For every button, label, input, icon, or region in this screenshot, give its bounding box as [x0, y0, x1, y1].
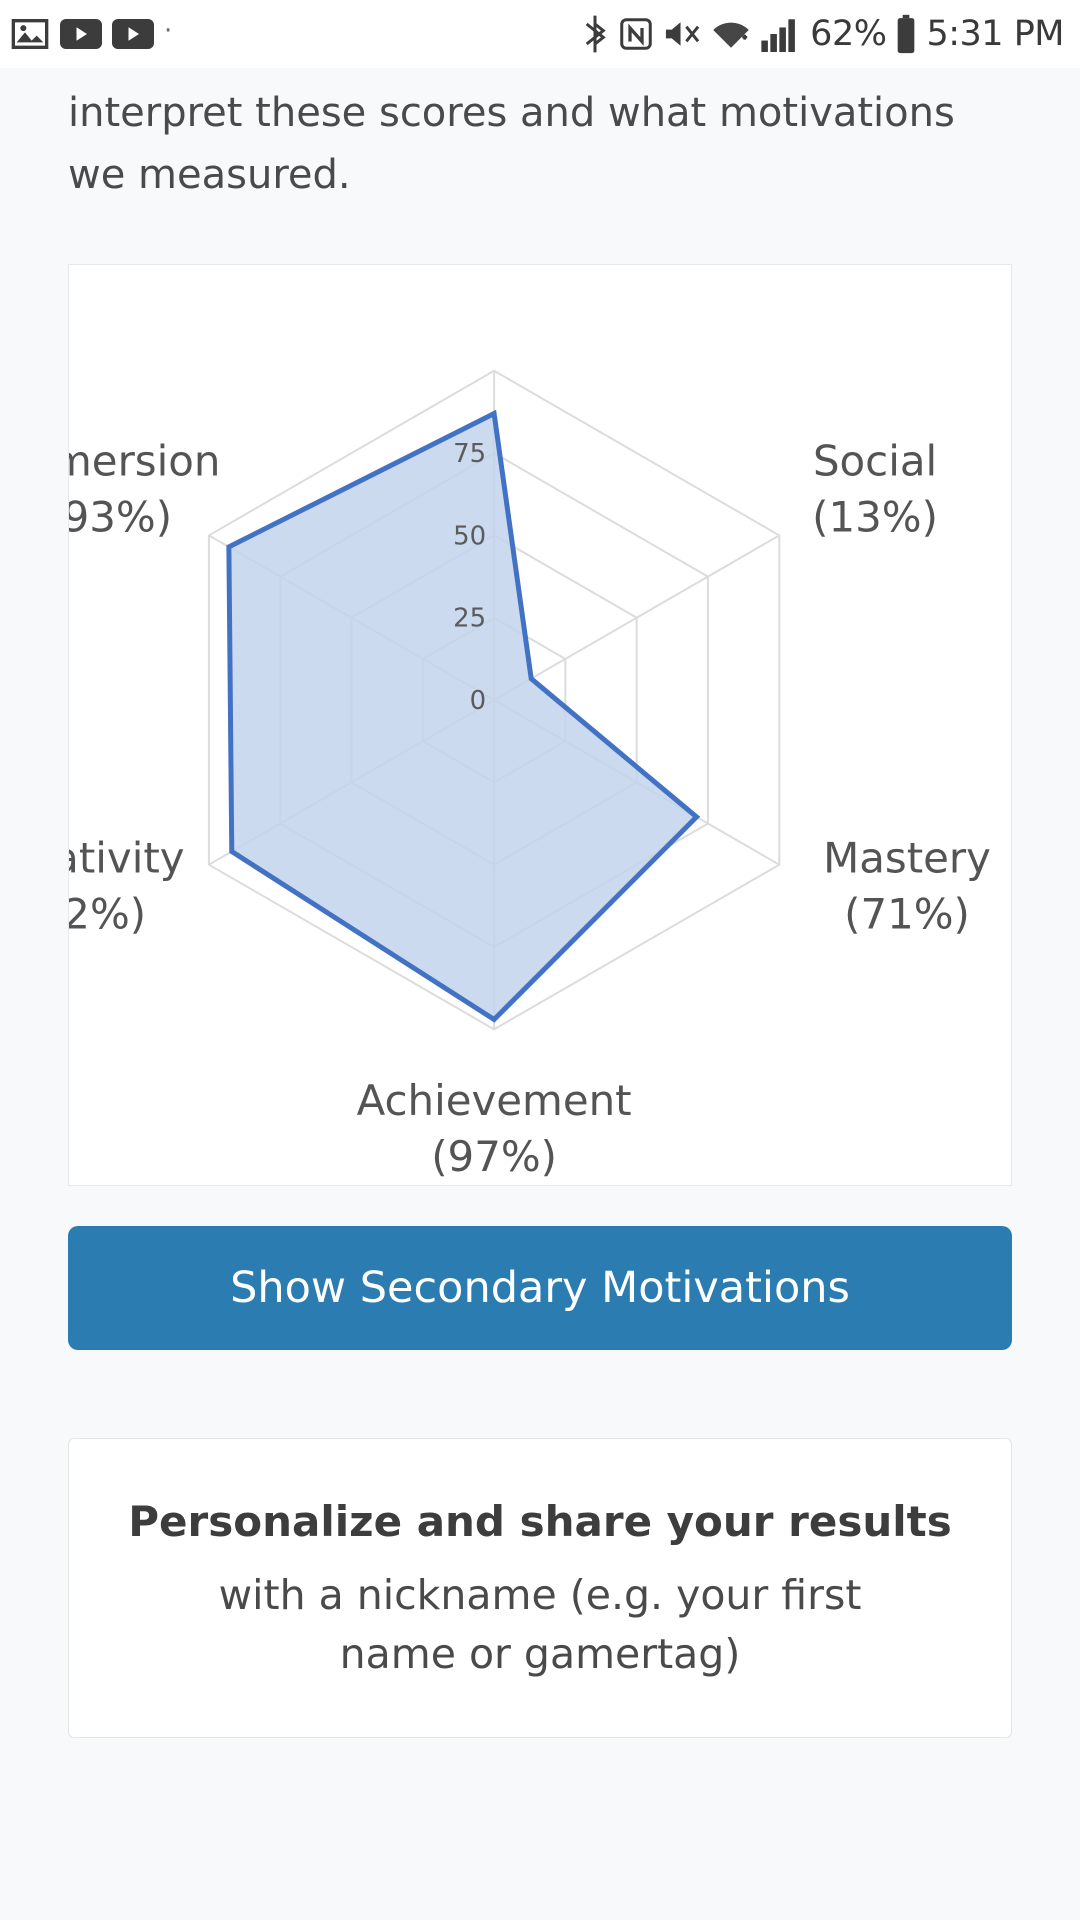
radar-spoke: [493, 534, 780, 701]
radar-tick-label: 0: [470, 686, 487, 716]
radar-axis-label: (87%): [431, 265, 557, 267]
radar-axis-label: (93%): [69, 492, 172, 541]
show-secondary-motivations-button[interactable]: Show Secondary Motivations: [68, 1226, 1012, 1350]
status-bar: ·: [0, 0, 1080, 68]
wifi-icon: [710, 16, 752, 52]
radar-axis-labels: Action(87%)Social(13%)Mastery(71%)Achiev…: [69, 265, 991, 1181]
nfc-icon: [618, 16, 654, 52]
share-card-title: Personalize and share your results: [128, 1497, 952, 1546]
radar-tick-label: 25: [453, 604, 486, 634]
radar-axis-label: Immersion: [69, 437, 220, 486]
youtube-icon: [112, 18, 154, 50]
radar-axis-label: Mastery: [823, 834, 991, 883]
dot-icon: ·: [164, 16, 173, 46]
share-card-subtitle-line2: name or gamertag): [339, 1630, 741, 1679]
battery-icon: [895, 14, 917, 54]
radar-data-polygon: [226, 409, 701, 1023]
image-icon: [10, 14, 50, 54]
radar-axis-label: (92%): [69, 890, 146, 939]
radar-axis-label: Social: [813, 437, 937, 486]
youtube-icon: [60, 18, 102, 50]
clock: 5:31 PM: [926, 14, 1064, 54]
page-content: interpret these scores and what motivati…: [0, 68, 1080, 1738]
battery-percent: 62%: [810, 14, 887, 54]
mute-icon: [663, 16, 701, 52]
share-card-subtitle-line1: with a nickname (e.g. your first: [218, 1570, 862, 1619]
radar-axis-label: (13%): [812, 492, 938, 541]
radar-axis-label: Achievement: [357, 1076, 632, 1125]
share-results-card: Personalize and share your results with …: [68, 1438, 1012, 1738]
radar-axis-label: (97%): [431, 1132, 557, 1181]
radar-tick-labels: 0 25 50 75: [453, 439, 486, 716]
bluetooth-icon: [581, 14, 609, 54]
cellular-signal-icon: [761, 16, 801, 52]
status-bar-system-icons: 62% 5:31 PM: [581, 14, 1064, 54]
intro-paragraph: interpret these scores and what motivati…: [68, 90, 955, 198]
status-bar-notification-icons: ·: [10, 14, 172, 54]
radar-axis-label: Creativity: [69, 834, 185, 883]
radar-tick-label: 50: [453, 521, 486, 551]
radar-axis-label: (71%): [844, 890, 970, 939]
radar-tick-label: 75: [453, 439, 486, 469]
